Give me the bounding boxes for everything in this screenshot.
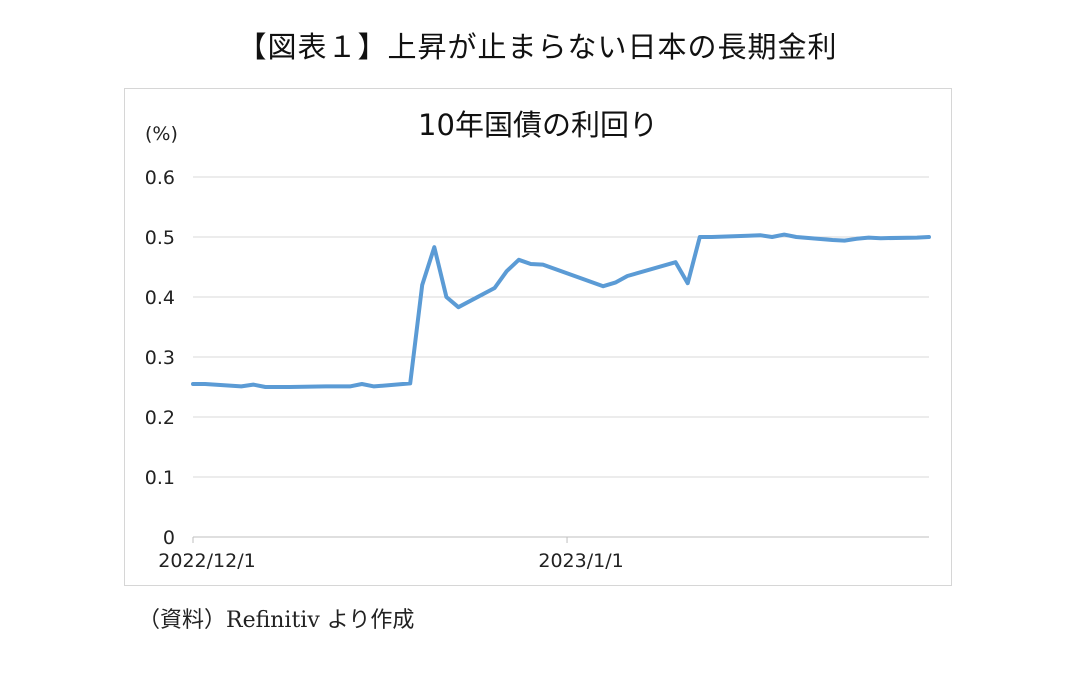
y-tick-label: 0.2 [145, 407, 175, 429]
gridlines [193, 176, 929, 538]
y-tick-label: 0 [163, 527, 175, 549]
yield-line-chart: 10年国債の利回り (%) 0 0.1 0.2 0.3 0.4 0.5 0.6 2022/1… [145, 108, 931, 572]
chart-title: 10年国債の利回り [418, 108, 658, 142]
y-tick-label: 0.4 [145, 287, 175, 309]
y-tick-label: 0.5 [145, 227, 175, 249]
y-tick-label: 0.3 [145, 347, 175, 369]
series-line [191, 232, 931, 389]
source-note: （資料）Refinitiv より作成 [138, 608, 415, 633]
y-tick-label: 0.6 [145, 167, 175, 189]
figure-title: 【図表１】上昇が止まらない日本の長期金利 [237, 30, 838, 64]
y-tick-label: 0.1 [145, 467, 175, 489]
x-axis-tick-labels: 2022/12/1 2023/1/1 [158, 537, 624, 572]
y-axis-unit-label: (%) [145, 123, 178, 145]
x-tick-label: 2023/1/1 [538, 550, 623, 572]
x-tick-label: 2022/12/1 [158, 550, 255, 572]
chart-frame: 10年国債の利回り (%) 0 0.1 0.2 0.3 0.4 0.5 0.6 2022/1… [124, 88, 952, 586]
series-layer [191, 232, 931, 389]
y-axis-tick-labels: 0 0.1 0.2 0.3 0.4 0.5 0.6 [145, 167, 175, 549]
